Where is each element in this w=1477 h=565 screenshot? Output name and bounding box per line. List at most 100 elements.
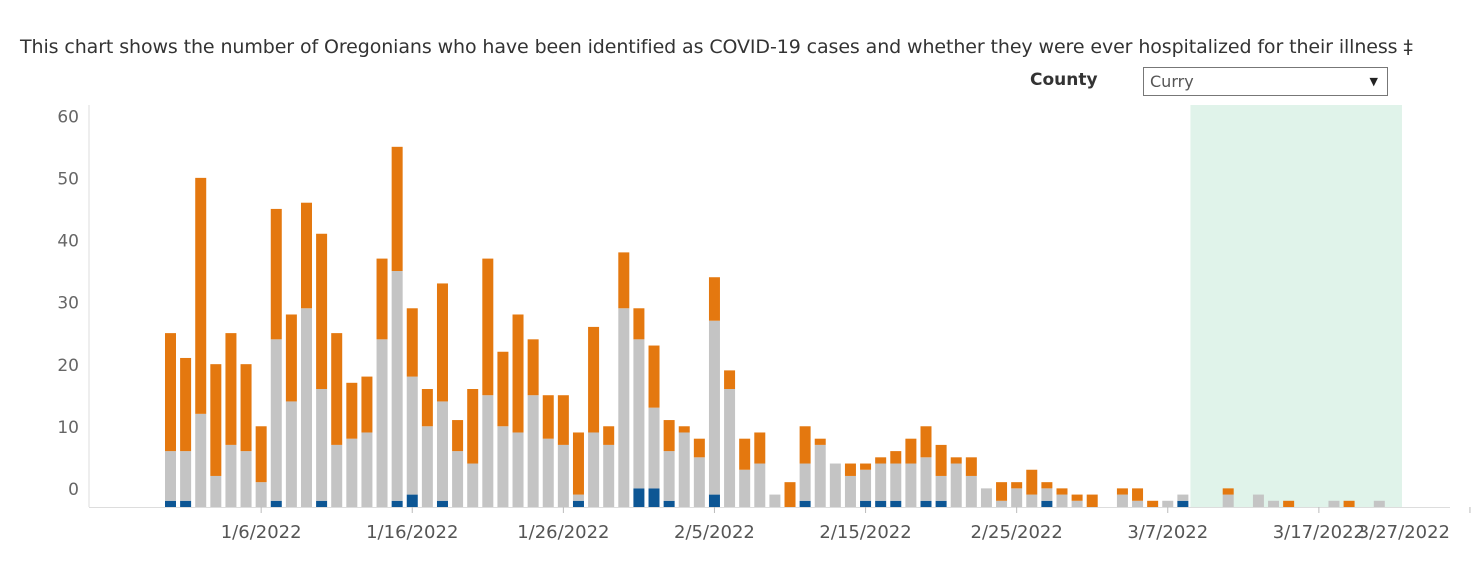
bar-segment <box>708 277 720 321</box>
bar-segment <box>603 444 615 507</box>
bar-segment <box>285 314 297 402</box>
bar-segment <box>1041 500 1053 507</box>
bar-segment <box>1283 500 1295 507</box>
bar-segment <box>784 482 796 507</box>
bar-segment <box>1252 494 1264 507</box>
x-tick-label: 1/16/2022 <box>366 522 458 543</box>
bar-segment <box>633 339 645 489</box>
x-tick-label: 1/6/2022 <box>221 522 302 543</box>
bar-segment <box>799 500 811 507</box>
bar-segment <box>844 463 856 476</box>
bar-segment <box>648 345 660 408</box>
bar-segment <box>376 258 388 340</box>
y-tick-label: 10 <box>57 418 79 438</box>
x-tick-label: 3/27/2022 <box>1358 522 1450 543</box>
bar-segment <box>391 500 403 507</box>
bar-segment <box>935 444 947 476</box>
bar-segment <box>270 208 282 340</box>
bar-segment <box>406 376 418 495</box>
bar-segment <box>754 463 766 507</box>
bar-segment <box>240 364 252 452</box>
bar-segment <box>316 389 328 501</box>
bar-segment <box>391 146 403 272</box>
bar-segment <box>1086 494 1098 507</box>
bar-segment <box>905 438 917 464</box>
bar-segment <box>361 376 373 433</box>
chart-title: This chart shows the number of Oregonian… <box>20 36 1413 58</box>
bar-segment <box>935 500 947 507</box>
bar-segment <box>890 463 902 501</box>
bar-segment <box>1026 469 1038 495</box>
bar-segment <box>557 395 569 445</box>
bar-segment <box>285 401 297 507</box>
bar-segment <box>1116 488 1128 495</box>
bar-segment <box>1177 500 1189 507</box>
bar-segment <box>965 457 977 476</box>
bar-segment <box>980 488 992 507</box>
bar-segment <box>724 389 736 507</box>
county-filter-label: County <box>1030 70 1098 90</box>
bar-segment <box>890 500 902 507</box>
y-tick-label: 0 <box>68 480 79 500</box>
bar-segment <box>300 308 312 507</box>
bar-segment <box>1132 488 1144 501</box>
bar-segment <box>572 432 584 495</box>
bar-segment <box>225 444 237 507</box>
bar-segment <box>1041 488 1053 501</box>
bar-segment <box>255 426 267 483</box>
bar-segment <box>678 432 690 507</box>
bar-segment <box>482 258 494 396</box>
bar-segment <box>708 494 720 507</box>
bar-segment <box>527 339 539 396</box>
bar-segment <box>1222 488 1234 495</box>
y-tick-label: 60 <box>57 107 79 127</box>
bar-segment <box>557 444 569 507</box>
bar-segment <box>603 426 615 445</box>
bar-segment <box>814 444 826 507</box>
bar-segment <box>588 432 600 507</box>
bar-segment <box>512 314 524 433</box>
bar-segment <box>950 457 962 464</box>
bar-segment <box>436 283 448 402</box>
bar-segment <box>648 488 660 507</box>
bar-segment <box>633 308 645 340</box>
bar-segment <box>1268 500 1280 507</box>
bar-segment <box>829 463 841 507</box>
bar-segment <box>799 426 811 464</box>
bar-segment <box>572 500 584 507</box>
y-tick-label: 30 <box>57 294 79 314</box>
bar-segment <box>406 308 418 377</box>
bar-segment <box>527 395 539 507</box>
bar-segment <box>618 252 630 309</box>
bar-segment <box>663 500 675 507</box>
bar-segment <box>210 475 222 507</box>
county-select[interactable]: Curry ▼ <box>1143 67 1388 96</box>
bar-segment <box>572 494 584 501</box>
incomplete-data-highlight <box>1190 105 1402 507</box>
bar-segment <box>300 202 312 309</box>
bar-segment <box>950 463 962 507</box>
bar-segment <box>844 475 856 507</box>
bar-segment <box>195 177 207 414</box>
bar-segment <box>1162 500 1174 507</box>
bar-segment <box>693 438 705 458</box>
bar-segment <box>180 451 192 501</box>
bar-segment <box>663 420 675 452</box>
bar-segment <box>724 370 736 390</box>
bar-segment <box>165 500 176 507</box>
bar-segment <box>633 488 645 507</box>
x-tick-label: 2/25/2022 <box>971 522 1063 543</box>
bar-segment <box>270 500 282 507</box>
bar-segment <box>376 339 388 507</box>
bar-segment <box>542 438 554 507</box>
bar-segment <box>1343 500 1355 507</box>
bar-segment <box>452 420 464 452</box>
chevron-down-icon: ▼ <box>1369 75 1378 88</box>
bar-segment <box>482 395 494 507</box>
bar-segment <box>331 333 343 445</box>
x-tick-label: 1/26/2022 <box>517 522 609 543</box>
bar-segment <box>316 233 328 390</box>
bar-segment <box>1026 494 1038 507</box>
bar-segment <box>905 463 917 507</box>
